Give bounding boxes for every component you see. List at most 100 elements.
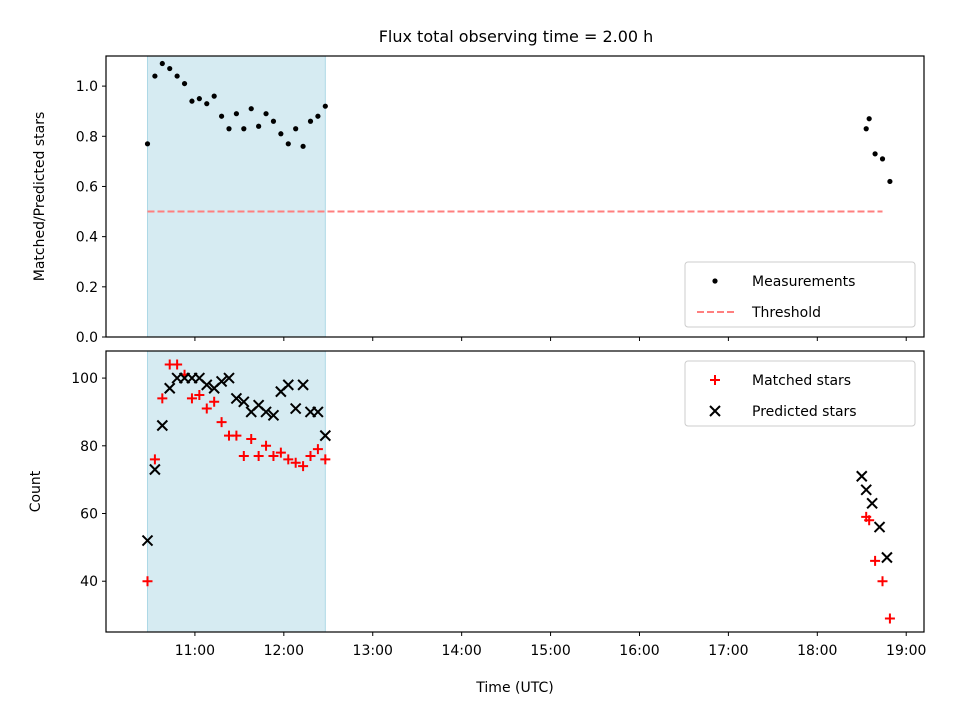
y-tick-label: 80 bbox=[80, 439, 98, 455]
legend-label: Predicted stars bbox=[752, 404, 857, 420]
y-tick-label: 1.0 bbox=[76, 79, 98, 95]
data-point bbox=[159, 60, 165, 67]
data-point bbox=[856, 470, 868, 482]
y-axis-label: Matched/Predicted stars bbox=[32, 112, 48, 282]
data-point bbox=[864, 515, 875, 526]
data-point bbox=[319, 429, 332, 442]
y-tick-label: 60 bbox=[80, 507, 98, 523]
legend-label: Threshold bbox=[751, 305, 821, 321]
data-point bbox=[884, 613, 895, 624]
data-point bbox=[290, 457, 301, 468]
data-point bbox=[307, 118, 314, 124]
data-point bbox=[189, 98, 195, 104]
data-point bbox=[261, 440, 272, 451]
legend-swatch bbox=[710, 375, 720, 385]
data-point bbox=[238, 450, 249, 461]
data-point bbox=[226, 126, 232, 132]
data-point bbox=[218, 113, 225, 119]
data-point bbox=[282, 379, 294, 391]
data-point bbox=[322, 103, 328, 109]
data-point bbox=[144, 141, 151, 147]
data-point bbox=[263, 111, 269, 117]
x-tick-label: 17:00 bbox=[708, 643, 748, 659]
data-point bbox=[300, 143, 306, 149]
series-predicted-stars bbox=[141, 372, 893, 564]
data-point bbox=[246, 434, 257, 445]
data-point bbox=[241, 126, 247, 132]
y-tick-label: 40 bbox=[80, 574, 98, 590]
observing-span bbox=[146, 55, 326, 338]
x-tick-label: 18:00 bbox=[797, 643, 837, 659]
data-point bbox=[238, 396, 250, 408]
series-measurements bbox=[144, 60, 893, 185]
data-point bbox=[231, 430, 242, 441]
data-point bbox=[887, 178, 893, 185]
data-point bbox=[230, 392, 243, 405]
axes-frame bbox=[105, 350, 925, 633]
data-point bbox=[196, 96, 202, 102]
data-point bbox=[879, 156, 886, 162]
data-point bbox=[270, 118, 277, 124]
legend-box bbox=[684, 360, 916, 427]
x-tick-label: 14:00 bbox=[441, 643, 481, 659]
data-point bbox=[201, 403, 212, 414]
legend-swatch bbox=[709, 405, 721, 417]
data-point bbox=[164, 382, 176, 394]
bottom-panel: 40 60 80 100 11:00 12:00 13:00 14:00 15:00 16:00 1… bbox=[28, 350, 926, 696]
axes-frame bbox=[105, 55, 925, 338]
data-point bbox=[267, 409, 280, 422]
data-point bbox=[285, 141, 291, 147]
legend-label: Measurements bbox=[752, 274, 855, 290]
data-point bbox=[142, 576, 153, 587]
data-point bbox=[211, 93, 217, 99]
x-tick-label: 12:00 bbox=[264, 643, 304, 659]
chart-title: Flux total observing time = 2.00 h bbox=[379, 27, 654, 46]
x-tick-label: 19:00 bbox=[886, 643, 926, 659]
legend-box bbox=[684, 261, 916, 328]
data-point bbox=[283, 454, 294, 465]
data-point bbox=[174, 73, 180, 79]
data-point bbox=[223, 372, 235, 384]
y-tick-label: 0.8 bbox=[76, 129, 98, 145]
data-point bbox=[253, 450, 264, 461]
top-panel: 0.0 0.2 0.4 0.6 0.8 1.0 Matched/Predicted star… bbox=[32, 55, 925, 346]
data-point bbox=[201, 379, 213, 391]
legend: Matched stars Predicted stars bbox=[684, 360, 916, 427]
x-tick-label: 13:00 bbox=[353, 643, 393, 659]
data-point bbox=[186, 393, 197, 404]
y-tick-label: 0.0 bbox=[76, 330, 98, 346]
data-point bbox=[305, 450, 316, 461]
x-tick-label: 16:00 bbox=[619, 643, 659, 659]
data-point bbox=[157, 393, 168, 404]
data-point bbox=[870, 555, 881, 566]
data-point bbox=[248, 106, 254, 112]
data-point bbox=[209, 396, 220, 407]
data-point bbox=[866, 116, 872, 122]
data-point bbox=[215, 375, 228, 388]
legend-swatch bbox=[712, 278, 718, 284]
data-point bbox=[289, 402, 302, 415]
data-point bbox=[863, 126, 869, 132]
data-point bbox=[315, 113, 321, 119]
data-point bbox=[268, 450, 279, 461]
data-point bbox=[167, 65, 173, 72]
data-point bbox=[320, 454, 331, 465]
data-point bbox=[181, 80, 188, 87]
y-tick-label: 100 bbox=[71, 371, 98, 387]
data-point bbox=[141, 534, 154, 547]
data-point bbox=[233, 111, 240, 117]
legend: Measurements Threshold bbox=[684, 261, 916, 328]
data-point bbox=[260, 406, 272, 418]
data-point bbox=[172, 359, 183, 370]
data-point bbox=[278, 131, 284, 137]
legend-label: Matched stars bbox=[752, 373, 851, 389]
data-point bbox=[312, 444, 323, 455]
data-point bbox=[877, 576, 888, 587]
data-point bbox=[156, 419, 169, 432]
y-tick-label: 0.6 bbox=[76, 179, 98, 195]
data-point bbox=[256, 123, 262, 129]
x-tick-label: 15:00 bbox=[530, 643, 570, 659]
data-point bbox=[275, 447, 286, 458]
data-point bbox=[872, 151, 878, 157]
data-point bbox=[204, 101, 210, 107]
